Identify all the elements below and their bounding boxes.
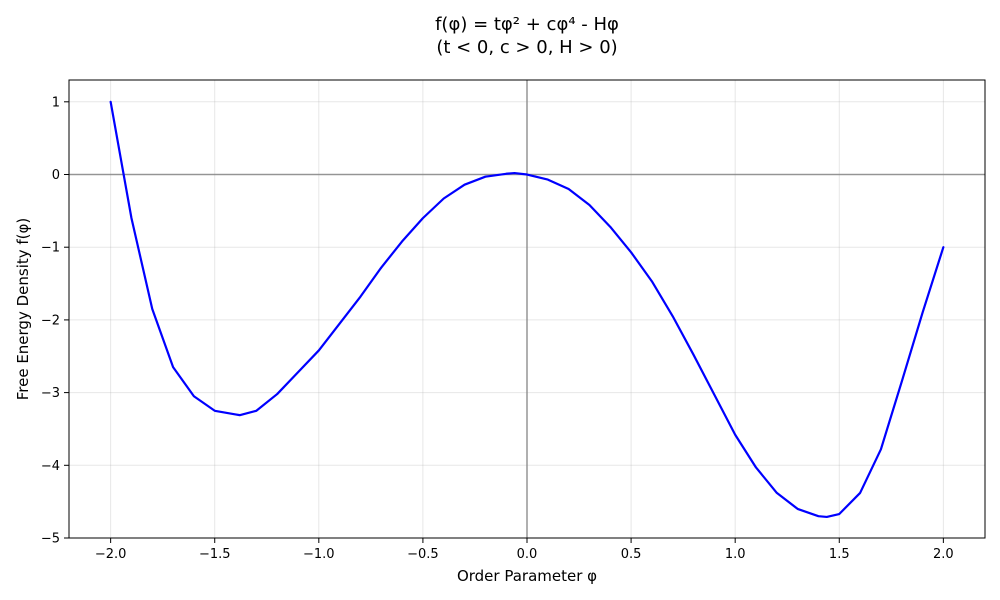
series-layer — [109, 100, 945, 519]
y-tick-label-1: 0 — [52, 168, 60, 183]
reference-lines — [69, 80, 985, 538]
y-tick-label-5: −4 — [41, 459, 60, 474]
y-axis-label: Free Energy Density f(φ) — [14, 218, 32, 401]
x-tick-label-4: 0.0 — [517, 547, 538, 562]
series-line-0 — [109, 100, 945, 519]
x-tick-label-7: 1.5 — [829, 547, 850, 562]
y-tick-label-6: −5 — [41, 532, 60, 547]
x-tick-label-5: 0.5 — [621, 547, 642, 562]
y-tick-label-4: −3 — [41, 386, 60, 401]
x-tick-label-1: −1.5 — [199, 547, 231, 562]
x-tick-label-0: −2.0 — [95, 547, 127, 562]
x-tick-label-3: −0.5 — [407, 547, 439, 562]
chart-title-line-1: f(φ) = tφ² + cφ⁴ - Hφ — [435, 14, 619, 35]
x-tick-label-2: −1.0 — [303, 547, 335, 562]
x-tick-label-6: 1.0 — [725, 547, 746, 562]
chart-title-line-2: (t < 0, c > 0, H > 0) — [436, 37, 617, 58]
y-tick-label-0: 1 — [52, 95, 60, 110]
y-tick-label-2: −1 — [41, 241, 60, 256]
x-axis-label: Order Parameter φ — [457, 567, 597, 585]
x-tick-label-8: 2.0 — [933, 547, 954, 562]
ticks: −2.0 −1.5 −1.0 −0.5 0.0 0.5 1.0 1.5 2.0 1 0 −1 −2 −3 −… — [41, 95, 954, 562]
y-tick-label-3: −2 — [41, 313, 60, 328]
